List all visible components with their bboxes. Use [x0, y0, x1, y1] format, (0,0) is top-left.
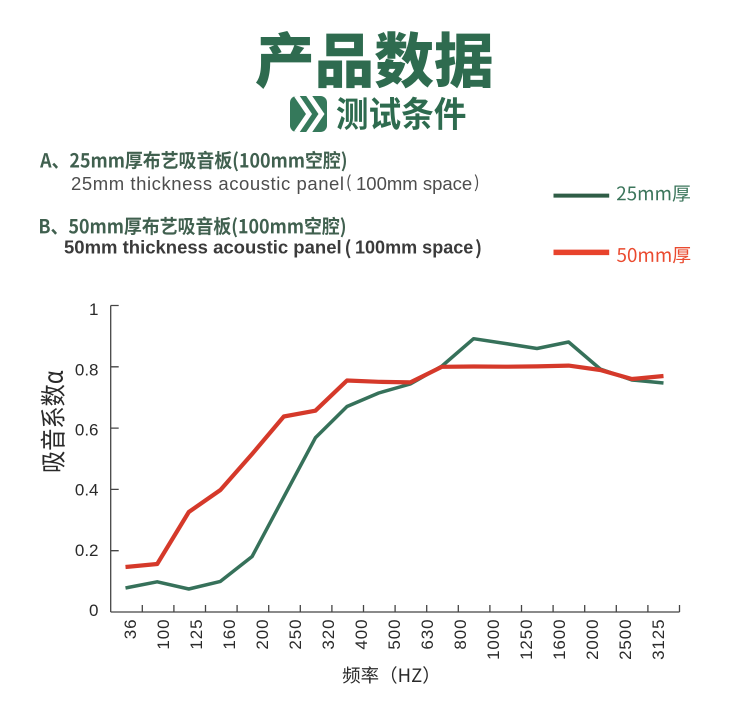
svg-text:100mm space: 100mm space — [355, 236, 473, 257]
svg-text:2000: 2000 — [583, 619, 602, 660]
svg-text:2500: 2500 — [616, 619, 635, 660]
svg-text:250: 250 — [286, 619, 305, 650]
svg-text:200: 200 — [253, 619, 272, 650]
svg-text:0.4: 0.4 — [75, 481, 99, 500]
svg-text:0: 0 — [89, 601, 98, 620]
svg-text:1600: 1600 — [550, 619, 569, 660]
svg-text:800: 800 — [451, 619, 470, 650]
svg-text:160: 160 — [220, 619, 239, 650]
svg-text:3125: 3125 — [649, 619, 668, 660]
svg-text:25mm thickness acoustic panel: 25mm thickness acoustic panel — [71, 173, 345, 194]
svg-text:1000: 1000 — [484, 619, 503, 660]
svg-text:50mm thickness acoustic panel: 50mm thickness acoustic panel — [64, 237, 342, 258]
svg-text:320: 320 — [319, 619, 338, 650]
svg-text:100: 100 — [154, 619, 173, 650]
svg-text:400: 400 — [352, 619, 371, 650]
svg-text:1: 1 — [89, 300, 98, 319]
svg-text:1250: 1250 — [517, 619, 536, 660]
svg-text:36: 36 — [121, 619, 140, 640]
svg-text:0.8: 0.8 — [75, 360, 99, 379]
svg-text:630: 630 — [418, 619, 437, 650]
svg-text:100mm space: 100mm space — [356, 173, 472, 194]
svg-text:500: 500 — [385, 619, 404, 650]
svg-text:0.2: 0.2 — [75, 541, 99, 560]
svg-text:0.6: 0.6 — [75, 421, 99, 440]
svg-text:125: 125 — [187, 619, 206, 650]
